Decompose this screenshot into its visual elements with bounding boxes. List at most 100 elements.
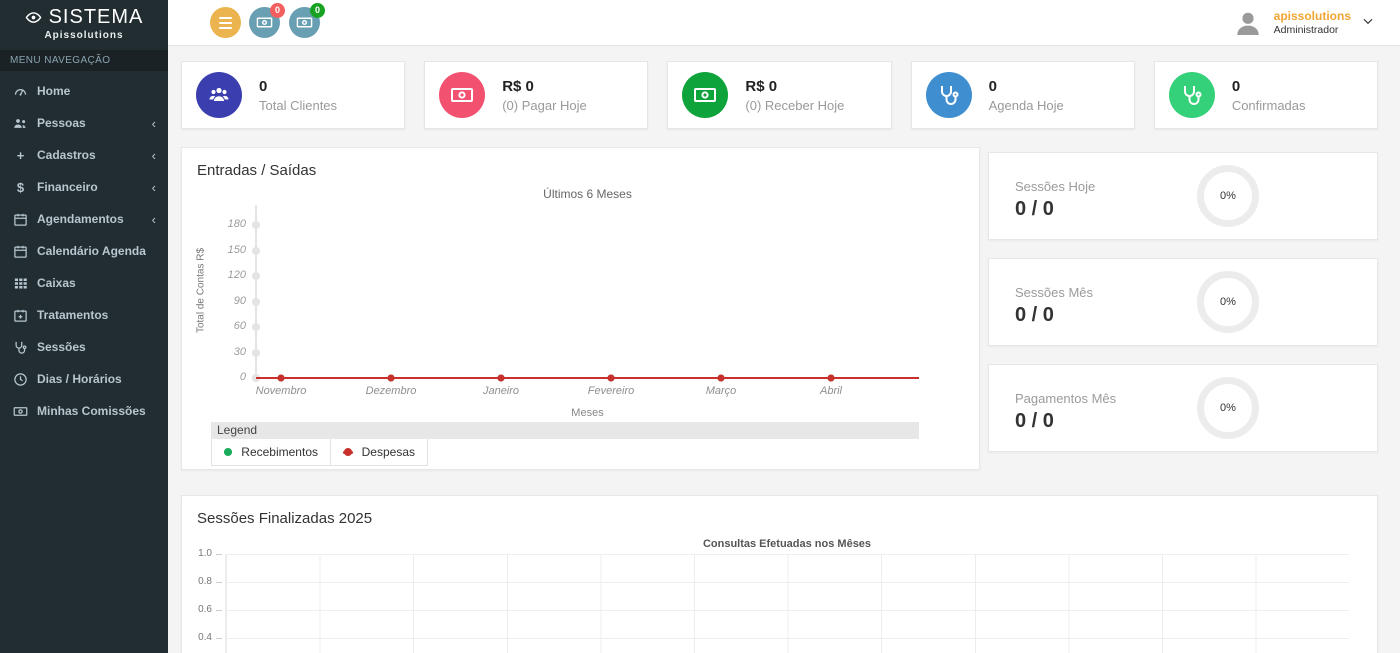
brand-logo[interactable]: SISTEMA Apissolutions [0, 0, 168, 47]
card-value: 0 [988, 77, 997, 95]
panel-title: Entradas / Saídas [197, 162, 317, 179]
stat-cards-row: 0 Total Clientes R$ 0 (0) Pagar Hoje [181, 61, 1379, 129]
panel-title: Sessões Finalizadas 2025 [197, 510, 373, 527]
card-label: Agenda Hoje [988, 97, 1064, 113]
sidebar-item-cadastros[interactable]: + Cadastros ‹ [0, 139, 168, 171]
eye-icon [25, 9, 42, 26]
pagamentos-mes-panel: Pagamentos Mês 0 / 0 0% [988, 364, 1378, 452]
sidebar-item-label: Calendário Agenda [37, 244, 146, 258]
chevron-left-icon: ‹ [151, 179, 156, 195]
chevron-down-icon [1361, 14, 1375, 33]
sidebar-item-minhas-comissoes[interactable]: Minhas Comissões [0, 395, 168, 427]
pagar-badge: 0 [270, 3, 285, 18]
sidebar-item-dias-horarios[interactable]: Dias / Horários [0, 363, 168, 395]
x-tick: Abril [819, 385, 842, 397]
sidebar-item-calendario-agenda[interactable]: Calendário Agenda [0, 235, 168, 267]
panel-label: Sessões Mês [1015, 285, 1094, 300]
chart-grid [225, 554, 1349, 653]
panel-label: Pagamentos Mês [1015, 391, 1117, 406]
brand-title: SISTEMA [48, 6, 144, 28]
y-tick: 60 [233, 320, 246, 332]
x-tick: Novembro [255, 385, 307, 397]
chart-title: Consultas Efetuadas nos Mêses [702, 538, 872, 550]
sidebar-menu: Home Pessoas ‹ + Cadastros ‹ $ Financeir… [0, 71, 168, 427]
axis-dot [252, 323, 260, 331]
users-icon [196, 72, 242, 118]
progress-donut: 0% [1197, 271, 1259, 333]
sidebar-item-tratamentos[interactable]: Tratamentos [0, 299, 168, 331]
y-tick: 90 [233, 294, 246, 307]
card-value: 0 [1231, 77, 1241, 95]
card-label: Confirmadas [1231, 97, 1306, 113]
content: 0 Total Clientes R$ 0 (0) Pagar Hoje [168, 46, 1400, 653]
y-tick: 0.6 [182, 604, 222, 615]
stethoscope-icon [1168, 72, 1215, 118]
money-icon [13, 404, 28, 419]
plus-icon: + [16, 147, 25, 163]
y-tick: 30 [233, 345, 246, 358]
sidebar: SISTEMA Apissolutions MENU NAVEGAÇÃO Hom… [0, 0, 168, 653]
tachometer-icon [13, 84, 28, 99]
sidebar-item-label: Sessões [37, 340, 86, 354]
sidebar-item-label: Tratamentos [37, 308, 109, 322]
card-label: (0) Receber Hoje [745, 97, 845, 113]
legend-label: Recebimentos [241, 445, 318, 459]
stethoscope-icon [13, 340, 28, 355]
entradas-saidas-panel: Entradas / Saídas Últimos 6 Meses Total … [181, 147, 980, 470]
x-tick: Fevereiro [587, 385, 635, 397]
plot-area: 180 150 120 90 60 30 0 Novembro Dezembro Janeiro F… [182, 148, 979, 469]
grid-icon [13, 276, 28, 291]
brand-subtitle: Apissolutions [44, 30, 124, 41]
clock-icon [13, 372, 28, 387]
calendar-plus-icon [13, 308, 28, 323]
sidebar-item-caixas[interactable]: Caixas [0, 267, 168, 299]
sessoes-mes-panel: Sessões Mês 0 / 0 0% [988, 258, 1378, 346]
menu-section-header: MENU NAVEGAÇÃO [0, 50, 168, 71]
contas-receber-button[interactable]: 0 [289, 3, 325, 38]
sidebar-item-financeiro[interactable]: $ Financeiro ‹ [0, 171, 168, 203]
chevron-left-icon: ‹ [151, 115, 156, 131]
chevron-left-icon: ‹ [151, 147, 156, 163]
card-label: (0) Pagar Hoje [502, 97, 587, 113]
receber-badge: 0 [310, 3, 325, 18]
consultas-chart: Consultas Efetuadas nos Mêses 1.0 0.8 0.6 0… [182, 496, 1377, 653]
sidebar-item-home[interactable]: Home [0, 75, 168, 107]
line-marker-icon [343, 448, 353, 456]
panel-value: 0 / 0 [1015, 304, 1054, 326]
money-icon [682, 72, 729, 118]
contas-pagar-button[interactable]: 0 [249, 3, 285, 38]
legend-title: Legend [211, 422, 919, 439]
entradas-saidas-chart: Últimos 6 Meses Total de Contas R$ 180 15… [182, 148, 979, 469]
y-tick: 150 [227, 243, 246, 256]
x-axis-label: Meses [571, 407, 604, 419]
chart-subtitle: Últimos 6 Meses [543, 187, 632, 201]
progress-donut: 0% [1197, 377, 1259, 439]
menu-toggle-button[interactable] [210, 7, 241, 38]
money-icon [296, 17, 313, 28]
sidebar-item-sessoes[interactable]: Sessões [0, 331, 168, 363]
topbar: 0 0 apissolutions Administrador [168, 0, 1400, 46]
y-axis [255, 205, 257, 379]
sidebar-item-pessoas[interactable]: Pessoas ‹ [0, 107, 168, 139]
stat-card-receber-hoje: R$ 0 (0) Receber Hoje [667, 61, 892, 129]
card-value: R$ 0 [502, 77, 534, 95]
axis-dot [252, 221, 260, 229]
x-tick: Março [705, 385, 737, 397]
axis-dot [252, 348, 260, 357]
calendar-icon [13, 212, 28, 227]
stethoscope-icon [925, 72, 972, 118]
stat-card-agenda-hoje: 0 Agenda Hoje [910, 61, 1135, 129]
line-marker-icon [224, 448, 233, 456]
y-tick: 0 [239, 371, 246, 383]
panel-value: 0 / 0 [1015, 198, 1054, 220]
y-tick: 0.8 [182, 576, 222, 587]
user-menu[interactable]: apissolutions Administrador [1232, 5, 1375, 41]
card-value: 0 [259, 77, 268, 95]
y-tick: 180 [227, 218, 246, 230]
progress-donut: 0% [1197, 165, 1259, 227]
avatar [1232, 7, 1264, 39]
sidebar-item-agendamentos[interactable]: Agendamentos ‹ [0, 203, 168, 235]
sidebar-item-label: Agendamentos [37, 212, 124, 226]
axis-dot [252, 246, 260, 255]
